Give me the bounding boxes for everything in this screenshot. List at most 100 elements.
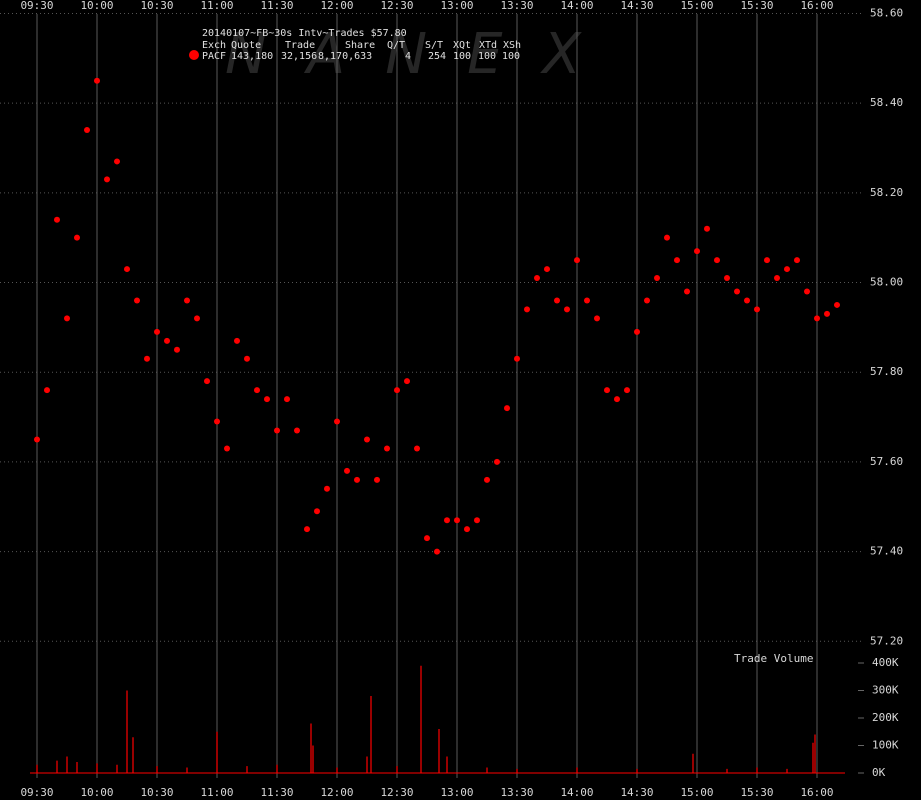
trade-point	[714, 257, 720, 264]
trade-point	[674, 257, 680, 264]
trade-point	[44, 387, 50, 394]
trade-point	[294, 427, 300, 434]
table-cell: 100	[478, 51, 496, 62]
trade-point	[354, 476, 360, 483]
table-cell: 4	[405, 51, 411, 62]
trade-point	[824, 310, 830, 317]
column-header: Quote	[231, 40, 261, 51]
trade-point	[394, 387, 400, 394]
trade-point	[314, 508, 320, 515]
y-tick-label: 58.40	[870, 96, 903, 109]
trade-point	[364, 436, 370, 443]
trade-point	[654, 275, 660, 282]
trade-point	[134, 297, 140, 304]
y-tick-label: 57.60	[870, 455, 903, 468]
trade-point	[774, 275, 780, 282]
x-tick-label: 12:00	[320, 786, 353, 799]
trade-point	[174, 346, 180, 353]
y-tick-label: 57.40	[870, 545, 903, 558]
x-tick-label-top: 09:30	[20, 0, 53, 12]
x-tick-label-top: 15:30	[740, 0, 773, 12]
x-tick-label-top: 15:00	[680, 0, 713, 12]
trade-point	[274, 427, 280, 434]
x-tick-label: 09:30	[20, 786, 53, 799]
trade-point	[514, 355, 520, 362]
trade-point	[694, 248, 700, 255]
x-tick-label: 13:30	[500, 786, 533, 799]
trade-point	[344, 467, 350, 474]
trade-point	[734, 288, 740, 295]
x-tick-label-top: 13:00	[440, 0, 473, 12]
x-tick-label-top: 12:00	[320, 0, 353, 12]
legend-marker	[189, 50, 199, 60]
x-tick-label: 14:00	[560, 786, 593, 799]
trade-point	[724, 275, 730, 282]
trade-point	[164, 337, 170, 344]
trade-point	[194, 315, 200, 322]
y2-tick-label: 400K	[872, 656, 899, 669]
trade-point	[64, 315, 70, 322]
column-header: XSh	[503, 40, 521, 51]
y-tick-label: 58.60	[870, 6, 903, 19]
trade-point	[154, 328, 160, 335]
y2-tick-label: 300K	[872, 684, 899, 697]
trade-point	[104, 176, 110, 183]
trade-point	[484, 476, 490, 483]
trade-point	[114, 158, 120, 165]
x-tick-label: 16:00	[800, 786, 833, 799]
table-cell: 8,170,633	[318, 51, 372, 62]
x-tick-label-top: 16:00	[800, 0, 833, 12]
trade-point	[524, 306, 530, 313]
trade-point	[644, 297, 650, 304]
trade-point	[754, 306, 760, 313]
table-cell: 143,180	[231, 51, 273, 62]
watermark: NANEX	[225, 22, 621, 87]
trade-point	[684, 288, 690, 295]
x-tick-label: 10:00	[80, 786, 113, 799]
column-header: XTd	[479, 40, 497, 51]
trade-point	[234, 337, 240, 344]
trade-point	[184, 297, 190, 304]
trade-point	[404, 378, 410, 385]
trade-point	[564, 306, 570, 313]
trade-point	[34, 436, 40, 443]
trade-point	[504, 405, 510, 412]
x-tick-label-top: 13:30	[500, 0, 533, 12]
trade-point	[94, 77, 100, 84]
x-tick-label-top: 11:00	[200, 0, 233, 12]
trade-point	[144, 355, 150, 362]
trade-point	[534, 275, 540, 282]
trade-point	[74, 234, 80, 241]
trade-point	[814, 315, 820, 322]
x-tick-label-top: 10:30	[140, 0, 173, 12]
table-cell: 100	[453, 51, 471, 62]
table-cell: 100	[502, 51, 520, 62]
x-tick-label-top: 14:30	[620, 0, 653, 12]
trade-point	[214, 418, 220, 425]
x-tick-label: 12:30	[380, 786, 413, 799]
y-tick-label: 58.20	[870, 186, 903, 199]
trade-point	[374, 476, 380, 483]
trade-point	[384, 445, 390, 452]
trade-point	[244, 355, 250, 362]
trade-point	[494, 458, 500, 465]
trade-point	[224, 445, 230, 452]
table-cell: 32,156	[281, 51, 317, 62]
table-cell: PACF	[202, 51, 226, 62]
x-tick-label: 14:30	[620, 786, 653, 799]
x-tick-label-top: 14:00	[560, 0, 593, 12]
trade-point	[584, 297, 590, 304]
trade-point	[304, 526, 310, 533]
trade-point	[794, 257, 800, 264]
x-tick-label-top: 12:30	[380, 0, 413, 12]
volume-title: Trade Volume	[734, 652, 813, 665]
trade-point	[764, 257, 770, 264]
column-header: Share	[345, 40, 375, 51]
trade-point	[634, 328, 640, 335]
trade-point	[604, 387, 610, 394]
trade-point	[544, 266, 550, 273]
trade-point	[424, 535, 430, 542]
trade-point	[54, 216, 60, 223]
y-tick-label: 58.00	[870, 276, 903, 289]
column-header: Trade	[285, 40, 315, 51]
